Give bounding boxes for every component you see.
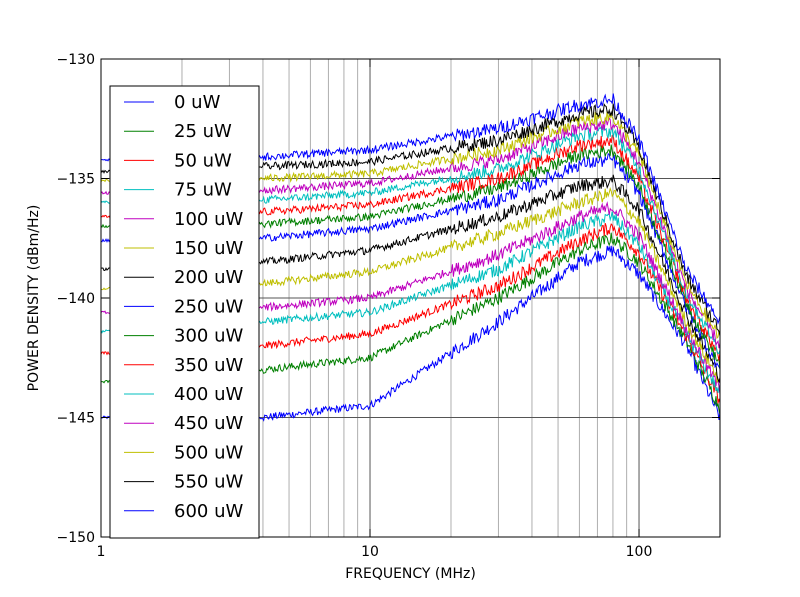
legend-entry-label: 50 uW bbox=[174, 150, 232, 171]
legend-entry-label: 400 uW bbox=[174, 384, 243, 405]
legend-entry-label: 100 uW bbox=[174, 209, 243, 230]
legend-entry-label: 0 uW bbox=[174, 92, 221, 113]
y-tick-label: −145 bbox=[57, 411, 95, 427]
legend-entry-label: 150 uW bbox=[174, 238, 243, 259]
x-axis-label: FREQUENCY (MHz) bbox=[345, 566, 476, 582]
legend-entry-label: 200 uW bbox=[174, 267, 243, 288]
axis-ticks: 1 10 100 −150 −145 −140 −135 −130 bbox=[57, 52, 720, 560]
legend-entry-label: 75 uW bbox=[174, 180, 232, 201]
legend-entry-label: 450 uW bbox=[174, 413, 243, 434]
y-tick-label: −140 bbox=[57, 291, 95, 307]
y-tick-label: −135 bbox=[57, 172, 95, 188]
y-tick-label: −150 bbox=[57, 530, 95, 546]
legend-entry-label: 300 uW bbox=[174, 326, 243, 347]
legend-entry-label: 25 uW bbox=[174, 121, 232, 142]
legend-entry-label: 500 uW bbox=[174, 442, 243, 463]
x-tick-label: 100 bbox=[626, 544, 653, 560]
y-axis-label: POWER DENSITY (dBm/Hz) bbox=[26, 205, 42, 392]
legend: 0 uW 25 uW 50 uW 75 uW 100 uW 150 uW 200 uW 250… bbox=[109, 85, 260, 539]
legend-entry-label: 350 uW bbox=[174, 355, 243, 376]
legend-entry-label: 250 uW bbox=[174, 296, 243, 317]
legend-box bbox=[109, 85, 260, 539]
x-tick-label: 10 bbox=[361, 544, 379, 560]
legend-entry-label: 600 uW bbox=[174, 501, 243, 522]
legend-entry-label: 550 uW bbox=[174, 472, 243, 493]
x-tick-label: 1 bbox=[97, 544, 106, 560]
y-tick-label: −130 bbox=[57, 52, 95, 68]
